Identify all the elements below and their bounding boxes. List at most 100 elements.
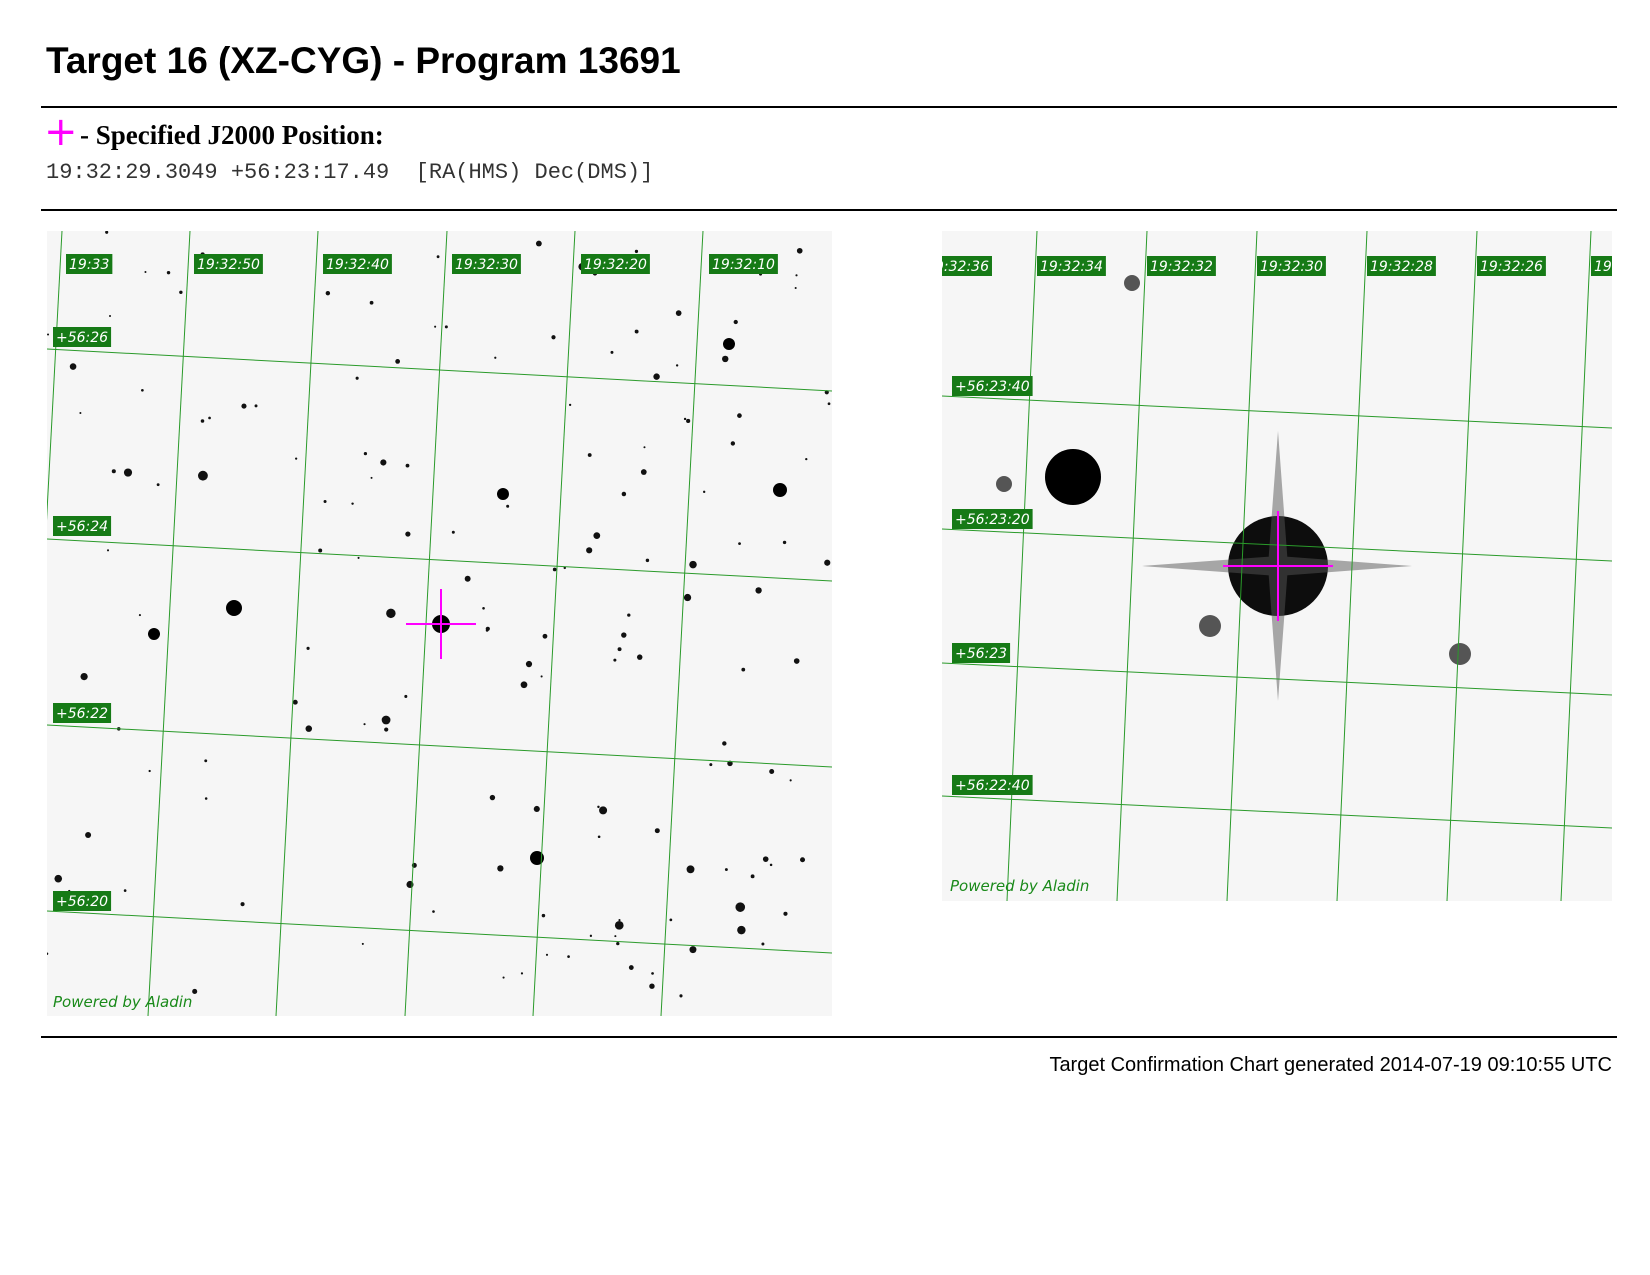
- star: [824, 559, 831, 566]
- marker-icon: +: [44, 109, 78, 155]
- star: [482, 606, 485, 610]
- star: [782, 540, 787, 545]
- grid-label: 19: [1594, 259, 1612, 275]
- star: [686, 418, 691, 424]
- grid-line: [1116, 231, 1148, 901]
- grid-label: 19:32:10: [712, 257, 775, 273]
- star: [599, 806, 608, 815]
- star: [226, 600, 242, 616]
- star: [689, 946, 697, 954]
- star: [793, 658, 800, 664]
- grid-line: [532, 231, 576, 1016]
- star: [769, 768, 775, 774]
- star: [640, 469, 647, 475]
- grid-line: [47, 348, 832, 392]
- star: [497, 865, 504, 872]
- star: [148, 628, 160, 640]
- star: [634, 329, 639, 334]
- star: [506, 504, 510, 508]
- star: [618, 919, 621, 922]
- star: [370, 476, 373, 479]
- star: [109, 314, 112, 317]
- star: [545, 953, 549, 956]
- star: [683, 417, 687, 421]
- star: [148, 769, 151, 773]
- star: [737, 925, 746, 935]
- grid-line: [942, 662, 1612, 696]
- grid-label: 19:32:28: [1370, 259, 1433, 275]
- grid-label: +56:22: [56, 706, 108, 722]
- star: [138, 614, 141, 617]
- star: [762, 856, 769, 862]
- grid-label: 9:32:36: [942, 259, 989, 275]
- star: [621, 632, 627, 638]
- star: [1045, 449, 1101, 505]
- star: [686, 865, 695, 874]
- star: [679, 994, 683, 998]
- star: [651, 972, 654, 975]
- star: [723, 338, 735, 350]
- grid-label: 19:32:50: [197, 257, 260, 273]
- coordinates: 19:32:29.3049 +56:23:17.49 [RA(HMS) Dec(…: [46, 160, 653, 185]
- star: [530, 851, 544, 865]
- star: [386, 608, 396, 619]
- star: [520, 681, 528, 689]
- star: [628, 965, 634, 970]
- star: [156, 483, 160, 487]
- grid-label: +56:23: [955, 646, 1007, 662]
- grid-line: [47, 538, 832, 582]
- star: [1124, 275, 1140, 291]
- grid-label-bg: [66, 254, 113, 274]
- star: [733, 319, 738, 325]
- star: [434, 325, 437, 328]
- star: [653, 373, 660, 380]
- star: [654, 828, 660, 834]
- star: [761, 942, 765, 946]
- star: [683, 593, 692, 602]
- grid-label: 19:32:30: [455, 257, 518, 273]
- grid-line: [47, 910, 832, 954]
- star: [47, 952, 49, 956]
- star: [750, 874, 755, 879]
- star: [47, 333, 50, 336]
- star: [783, 911, 788, 916]
- star: [404, 694, 408, 698]
- star: [105, 231, 109, 234]
- star: [568, 403, 572, 407]
- star: [535, 240, 542, 247]
- grid-label-bg: [1591, 256, 1612, 276]
- star: [306, 646, 310, 650]
- grid-label: +56:24: [56, 519, 108, 535]
- star: [627, 613, 631, 617]
- grid-label: +56:20: [56, 894, 108, 910]
- star: [295, 457, 298, 460]
- star: [292, 699, 298, 705]
- star: [325, 290, 331, 296]
- star: [123, 468, 133, 477]
- credit: Powered by Aladin: [950, 877, 1089, 895]
- star: [192, 988, 198, 994]
- grid-label: 19:32:30: [1260, 259, 1323, 275]
- star: [464, 575, 471, 582]
- star: [254, 404, 258, 408]
- star: [614, 920, 624, 930]
- coordinate-value: 19:32:29.3049 +56:23:17.49: [46, 160, 390, 185]
- star: [567, 955, 570, 958]
- grid-label: 19:32:34: [1040, 259, 1103, 275]
- star: [796, 247, 803, 254]
- star: [380, 459, 387, 466]
- star: [369, 300, 374, 305]
- star: [794, 286, 797, 290]
- star: [541, 913, 546, 918]
- star: [451, 530, 455, 534]
- grid-label-bg: [323, 254, 392, 274]
- star: [724, 868, 728, 872]
- star: [533, 805, 540, 813]
- star: [587, 453, 592, 457]
- star: [563, 566, 566, 570]
- grid-line: [942, 395, 1612, 429]
- star: [355, 376, 359, 380]
- grid-label-bg: [952, 775, 1033, 795]
- grid-label-bg: [581, 254, 650, 274]
- star: [384, 727, 389, 732]
